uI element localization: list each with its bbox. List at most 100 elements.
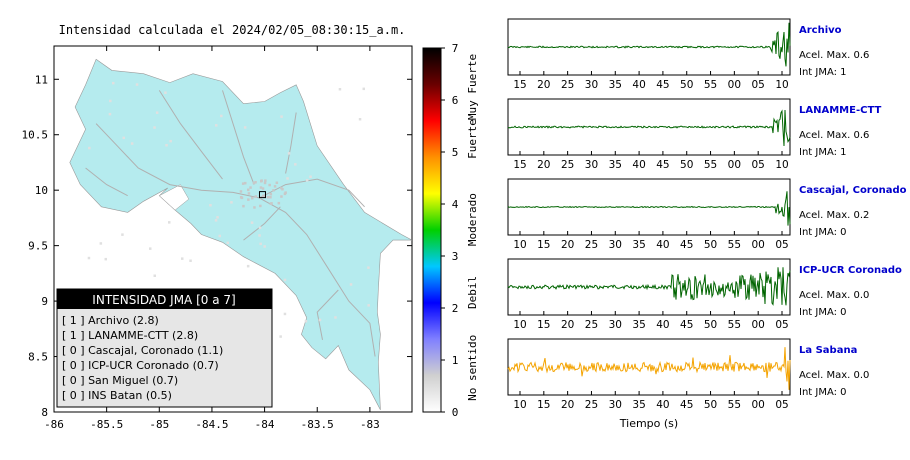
x-tick-label: -86 — [44, 418, 64, 431]
colorbar-tick-label: 0 — [452, 406, 459, 419]
colorbar-category-label: No sentido — [466, 335, 479, 401]
colorbar-tick-label: 7 — [452, 42, 459, 55]
town-marker — [130, 142, 134, 145]
x-tick-label: -84 — [255, 418, 275, 431]
colorbar-category-label: Fuerte — [466, 119, 479, 159]
town-marker — [218, 234, 221, 238]
jma-label: Int JMA: 1 — [799, 147, 847, 158]
town-marker — [230, 201, 233, 204]
time-tick-label: 00 — [728, 79, 741, 91]
time-tick-label: 10 — [775, 159, 788, 171]
road-line — [158, 90, 223, 180]
time-axis-label: Tiempo (s) — [619, 417, 678, 430]
time-tick-label: 45 — [680, 319, 693, 331]
time-tick-label: 20 — [537, 79, 550, 91]
time-tick-label: 55 — [704, 159, 717, 171]
time-tick-label: 15 — [537, 399, 550, 411]
time-tick-label: 40 — [656, 239, 669, 251]
town-marker — [216, 216, 219, 219]
time-tick-label: 30 — [609, 239, 622, 251]
legend-item: [ 1 ] Archivo (2.8) — [62, 314, 159, 327]
urban-marker — [259, 186, 263, 189]
time-tick-label: 00 — [751, 399, 764, 411]
y-tick-label: 10 — [35, 184, 48, 197]
time-tick-label: 55 — [704, 79, 717, 91]
town-marker — [99, 242, 103, 245]
time-tick-label: 05 — [775, 319, 788, 331]
town-marker — [367, 266, 370, 269]
time-tick-label: 10 — [513, 319, 526, 331]
urban-marker — [249, 186, 252, 189]
x-tick-label: -85.5 — [90, 418, 123, 431]
jma-label: Int JMA: 1 — [799, 67, 847, 78]
town-marker — [189, 259, 192, 262]
legend-header — [57, 289, 272, 309]
road-line — [95, 123, 260, 199]
town-marker — [226, 241, 229, 245]
time-tick-label: 45 — [656, 159, 669, 171]
time-tick-label: 55 — [728, 239, 741, 251]
road-line — [222, 90, 255, 185]
town-marker — [181, 257, 184, 260]
colorbar-tick-label: 5 — [452, 146, 459, 159]
trace-panel: 10 15 20 25 30 35 40 45 50 55 00 05 Cascajal, Corona… — [507, 178, 907, 251]
y-tick-label: 9.5 — [28, 240, 48, 253]
accel-max-label: Acel. Max. 0.6 — [799, 50, 869, 61]
town-marker — [294, 163, 297, 166]
urban-marker — [239, 196, 243, 199]
time-tick-label: 55 — [728, 399, 741, 411]
legend-item: [ 0 ] INS Batan (0.5) — [62, 389, 172, 402]
town-marker — [263, 245, 266, 248]
urban-marker — [244, 181, 247, 185]
town-marker — [214, 219, 218, 222]
town-marker — [215, 124, 218, 127]
waveform-line — [507, 191, 791, 226]
colorbar-category-label: Moderado — [466, 193, 479, 246]
x-tick-label: -83 — [360, 418, 380, 431]
station-name: Cascajal, Coronado — [799, 185, 907, 196]
town-marker — [246, 264, 250, 268]
accel-max-label: Acel. Max. 0.0 — [799, 290, 869, 301]
town-marker — [168, 221, 171, 224]
time-tick-label: 20 — [561, 239, 574, 251]
town-marker — [122, 136, 125, 140]
urban-marker — [247, 198, 250, 201]
urban-marker — [277, 201, 281, 205]
station-name: ICP-UCR Coronado — [799, 265, 902, 276]
urban-marker — [254, 181, 257, 184]
time-tick-label: 25 — [561, 159, 574, 171]
map-title: Intensidad calculada el 2024/02/05_08:30… — [59, 23, 406, 37]
time-tick-label: 15 — [537, 239, 550, 251]
urban-marker — [268, 183, 271, 187]
jma-label: Int JMA: 0 — [799, 227, 847, 238]
urban-marker — [280, 186, 283, 190]
road-line — [316, 289, 339, 340]
trace-panel: 10 15 20 25 30 35 40 45 50 55 00 05 La Sabana Acel. M… — [507, 338, 869, 411]
town-marker — [362, 87, 365, 91]
colorbar-tick-label: 1 — [452, 354, 459, 367]
trace-panel: 10 15 20 25 30 35 40 45 50 55 00 05 ICP-UCR Coronado… — [507, 258, 902, 331]
urban-marker — [262, 194, 265, 197]
town-marker — [220, 114, 223, 118]
time-tick-label: 20 — [537, 159, 550, 171]
time-tick-label: 25 — [585, 319, 598, 331]
time-tick-label: 05 — [751, 79, 764, 91]
town-marker — [109, 99, 112, 103]
urban-marker — [263, 181, 267, 185]
town-marker — [149, 247, 152, 250]
time-tick-label: 25 — [585, 239, 598, 251]
road-network — [85, 81, 376, 359]
time-tick-label: 20 — [561, 399, 574, 411]
time-tick-label: 40 — [656, 319, 669, 331]
trace-panel: 15 20 25 30 35 40 45 50 55 00 05 10 LANAMME-CTT Acel.… — [507, 98, 881, 171]
trace-panel: 15 20 25 30 35 40 45 50 55 00 05 10 Archivo Acel. Max… — [507, 18, 869, 91]
time-tick-label: 15 — [513, 79, 526, 91]
accel-max-label: Acel. Max. 0.6 — [799, 130, 869, 141]
urban-marker — [254, 195, 258, 198]
time-tick-label: 25 — [585, 399, 598, 411]
town-marker — [155, 111, 159, 114]
y-tick-label: 9 — [41, 295, 48, 308]
town-marker — [153, 126, 156, 129]
